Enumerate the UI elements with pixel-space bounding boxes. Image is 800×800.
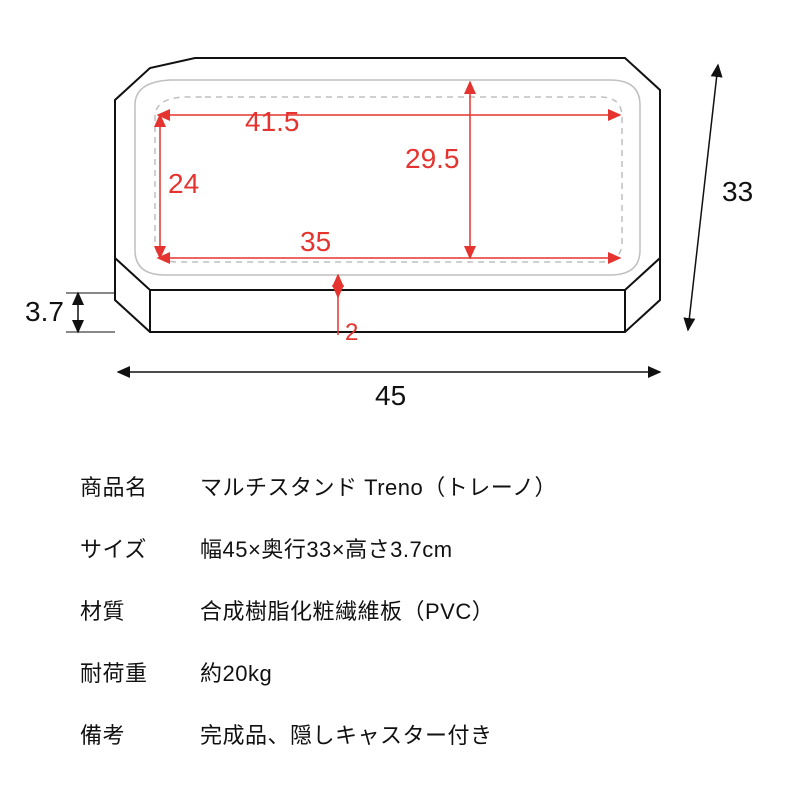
label-35: 35 (300, 228, 331, 256)
label-41-5: 41.5 (245, 108, 300, 136)
tray-front-bottom (150, 290, 625, 332)
page: 41.5 29.5 24 35 2 33 3.7 45 商品名 マルチスタンド … (0, 0, 800, 800)
spec-row: 耐荷重 約20kg (80, 656, 720, 688)
spec-value: マルチスタンド Treno（トレーノ） (200, 470, 720, 502)
label-3-7: 3.7 (25, 298, 64, 326)
spec-row: 備考 完成品、隠しキャスター付き (80, 718, 720, 750)
spec-label: 耐荷重 (80, 656, 200, 688)
specs-table: 商品名 マルチスタンド Treno（トレーノ） サイズ 幅45×奥行33×高さ3… (80, 470, 720, 780)
spec-label: 商品名 (80, 470, 200, 502)
dimensions-diagram: 41.5 29.5 24 35 2 33 3.7 45 (0, 0, 800, 450)
spec-label: 材質 (80, 594, 200, 626)
spec-value: 合成樹脂化粧繊維板（PVC） (200, 594, 720, 626)
tray-side-outline (115, 258, 660, 332)
spec-row: サイズ 幅45×奥行33×高さ3.7cm (80, 532, 720, 564)
label-33: 33 (722, 178, 753, 206)
spec-value: 完成品、隠しキャスター付き (200, 718, 720, 750)
spec-label: サイズ (80, 532, 200, 564)
spec-row: 商品名 マルチスタンド Treno（トレーノ） (80, 470, 720, 502)
tray-inner-lip (135, 80, 640, 275)
spec-value: 約20kg (200, 656, 720, 688)
spec-value: 幅45×奥行33×高さ3.7cm (200, 532, 720, 564)
spec-row: 材質 合成樹脂化粧繊維板（PVC） (80, 594, 720, 626)
label-2: 2 (345, 321, 358, 345)
dim-33 (688, 65, 718, 330)
spec-label: 備考 (80, 718, 200, 750)
label-24: 24 (168, 170, 199, 198)
label-45: 45 (375, 382, 406, 410)
tray-inner-dashed (155, 97, 622, 262)
label-29-5: 29.5 (405, 145, 460, 173)
